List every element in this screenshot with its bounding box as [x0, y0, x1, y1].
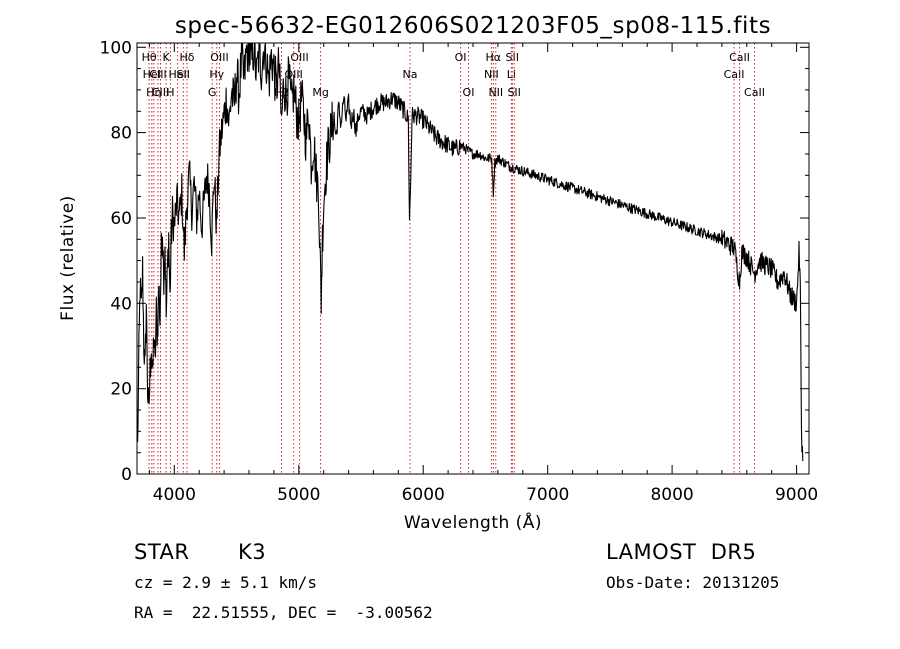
x-tick-label: 6000: [402, 485, 445, 505]
y-tick-label: 60: [110, 209, 132, 229]
y-tick-label: 20: [110, 380, 132, 400]
y-tick-label: 80: [110, 124, 132, 144]
spectral-line-markers: HθHeIHηCIIICIIIKHHeISIIHδGHγOIIIHβOIIIOI…: [142, 43, 765, 474]
y-tick-label: 40: [110, 294, 132, 314]
x-tick-label: 9000: [775, 485, 818, 505]
line-marker-label: CIII: [149, 68, 166, 81]
line-marker-label: Hα: [486, 51, 502, 64]
line-marker-label: HeI: [168, 68, 186, 81]
y-tick-label: 100: [100, 38, 132, 58]
y-axis-label: Flux (relative): [58, 195, 78, 321]
line-marker-label: Li: [507, 68, 516, 81]
line-marker-label: SII: [177, 68, 190, 81]
x-tick-label: 4000: [153, 485, 196, 505]
object-class: STAR: [134, 540, 190, 564]
line-marker-label: CIII: [152, 86, 169, 99]
spectrum-series: [137, 42, 804, 462]
line-marker-label: CaII: [724, 68, 745, 81]
coordinates: RA = 22.51555, DEC = -3.00562: [134, 603, 433, 622]
observation-date: Obs-Date: 20131205: [606, 573, 780, 592]
plot-frame: [136, 42, 810, 475]
line-marker-label: NII: [488, 86, 503, 99]
axis-ticks: 4000 5000 6000 7000 8000 9000 0 20 40 60 80 100: [100, 38, 819, 505]
line-marker-label: SII: [506, 51, 519, 64]
line-marker-label: Hγ: [209, 68, 224, 81]
spectrum-line: [137, 42, 804, 462]
line-marker-label: CaII: [729, 51, 750, 64]
x-axis-label: Wavelength (Å): [404, 511, 542, 533]
line-marker-label: G: [208, 86, 217, 99]
object-subclass: K3: [238, 540, 267, 564]
x-tick-label: 5000: [277, 485, 320, 505]
line-marker-label: Hθ: [142, 51, 157, 64]
x-tick-label: 7000: [526, 485, 569, 505]
line-marker-label: NII: [484, 68, 499, 81]
line-marker-label: Na: [403, 68, 418, 81]
line-marker-label: H: [166, 86, 174, 99]
line-marker-label: OIII: [210, 51, 228, 64]
line-marker-label: SII: [507, 86, 520, 99]
y-tick-label: 0: [121, 465, 132, 485]
line-marker-label: Mg: [312, 86, 328, 99]
line-marker-label: OI: [455, 51, 467, 64]
x-tick-label: 8000: [650, 485, 693, 505]
line-marker-label: K: [162, 51, 170, 64]
survey-name: LAMOST DR5: [606, 540, 757, 564]
line-marker-label: CaII: [744, 86, 765, 99]
line-marker-label: Hδ: [179, 51, 194, 64]
line-marker-label: OIII: [290, 51, 308, 64]
redshift-velocity: cz = 2.9 ± 5.1 km/s: [134, 573, 318, 592]
line-marker-label: OI: [463, 86, 475, 99]
chart-title: spec-56632-EG012606S021203F05_sp08-115.f…: [175, 13, 771, 39]
line-marker-label: HeI: [143, 68, 161, 81]
